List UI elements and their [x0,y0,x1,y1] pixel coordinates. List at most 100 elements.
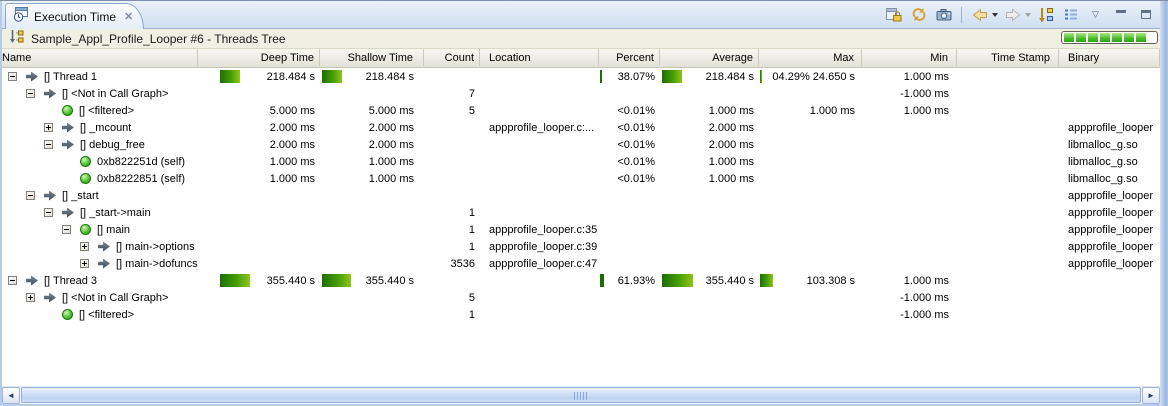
tab-execution-time[interactable]: Execution Time ✕ [5,3,145,29]
call-arrow-icon [62,122,74,133]
percent-cell [599,85,660,102]
table-row[interactable]: [] <Not in Call Graph> 5 -1.000 ms [2,289,1160,306]
view-menu-button[interactable]: ▽ [1085,5,1106,25]
table-row[interactable]: [] debug_free 2.000 ms 2.000 ms <0.01% 2.000… [2,136,1160,153]
percent-cell [599,238,660,255]
table-row[interactable]: [] <filtered> 5.000 ms 5.000 ms 5 <0.01% 1.00… [2,102,1160,119]
close-icon[interactable]: ✕ [124,11,134,23]
column-header-label: Shallow Time [347,51,413,64]
maximize-button[interactable] [1135,5,1156,25]
column-header-shallow[interactable]: Shallow Time [320,49,424,66]
timestamp-cell [957,238,1059,255]
scroll-left-button[interactable]: ◄ [2,387,20,404]
column-header-max[interactable]: Max [759,49,862,66]
count-value: 3536 [450,257,475,270]
binary-cell: appprofile_looper [1059,221,1160,238]
expand-toggle-icon[interactable] [80,259,89,268]
max-cell [759,306,862,323]
call-arrow-icon [26,275,38,286]
refresh-button[interactable] [908,5,929,25]
back-history-menu-icon[interactable] [992,12,998,17]
max-cell: 1.000 ms [759,102,862,119]
scrollbar-thumb[interactable] [21,387,1141,403]
back-button[interactable] [969,5,990,25]
max-cell [759,255,862,272]
count-cell: 1 [424,306,480,323]
table-row[interactable]: 0xb8222851 (self) 1.000 ms 1.000 ms <0.01% 1… [2,170,1160,187]
column-header-timestamp[interactable]: Time Stamp [957,49,1059,66]
deep-cell [198,204,320,221]
table-row[interactable]: 0xb822251d (self) 1.000 ms 1.000 ms <0.01% 1… [2,153,1160,170]
timestamp-cell [957,289,1059,306]
value-bar [662,70,682,83]
table-row[interactable]: [] Thread 1 218.484 s 218.484 s 38.07% 218.4… [2,68,1160,85]
max-cell: 103.308 s [759,272,862,289]
table-row[interactable]: [] main 1 appprofile_looper.c:35 appprofile… [2,221,1160,238]
call-arrow-icon [98,258,110,269]
binary-cell [1059,102,1160,119]
column-header-binary[interactable]: Binary [1059,49,1160,66]
column-header-count[interactable]: Count [424,49,480,66]
max-cell [759,170,862,187]
shallow-value: 2.000 ms [368,138,414,151]
forward-history-menu-icon[interactable] [1025,12,1031,17]
shallow-cell: 1.000 ms [320,170,424,187]
progress-segment [1136,33,1146,42]
count-cell: 3536 [424,255,480,272]
expand-toggle-icon[interactable] [44,123,53,132]
column-header-average[interactable]: Average [660,49,759,66]
percent-cell: 38.07% [599,68,660,85]
collapse-toggle-icon[interactable] [62,225,71,234]
percent-cell: <0.01% [599,136,660,153]
location-cell [480,289,599,306]
horizontal-scrollbar[interactable]: ◄ ► [2,386,1160,404]
collapse-toggle-icon[interactable] [26,89,35,98]
collapse-toggle-icon[interactable] [44,208,53,217]
table-row[interactable]: [] <filtered> 1 -1.000 ms [2,306,1160,323]
min-cell: 1.000 ms [862,102,957,119]
deep-value: 355.440 s [266,274,315,287]
toolbar-separator [961,6,962,23]
progress-segment [1124,33,1134,42]
location-value: appprofile_looper.c:39 [489,240,598,253]
table-row[interactable]: [] main->options 1 appprofile_looper.c:39 a… [2,238,1160,255]
collapse-toggle-icon[interactable] [26,191,35,200]
shallow-cell [320,289,424,306]
percent-value: <0.01% [617,138,655,151]
minimize-button[interactable] [1110,5,1131,25]
expand-toggle-icon[interactable] [26,293,35,302]
collapse-toggle-icon[interactable] [8,72,17,81]
table-row[interactable]: [] _start->main 1 appprofile_looper [2,204,1160,221]
lock-view-button[interactable] [883,5,904,25]
table-row[interactable]: [] _mcount 2.000 ms 2.000 ms appprofile_loo… [2,119,1160,136]
binary-cell [1059,85,1160,102]
column-header-percent[interactable]: Percent [599,49,660,66]
progress-segment [1076,33,1086,42]
column-header-deep[interactable]: Deep Time [198,49,320,66]
binary-value: appprofile_looper [1068,121,1154,134]
location-value: appprofile_looper.c:47 [489,257,598,270]
collapse-toggle-icon[interactable] [8,276,17,285]
shallow-cell [320,204,424,221]
row-label: 0xb822251d (self) [97,155,186,168]
table-row[interactable]: [] main->dofuncs 3536 appprofile_looper.c:… [2,255,1160,272]
list-view-button[interactable] [1060,5,1081,25]
scroll-right-button[interactable]: ► [1142,387,1160,404]
sort-tree-button[interactable] [1035,5,1056,25]
forward-button[interactable] [1002,5,1023,25]
snapshot-button[interactable] [933,5,954,25]
deep-cell: 5.000 ms [198,102,320,119]
expand-toggle-icon[interactable] [80,242,89,251]
percent-cell [599,255,660,272]
column-header-min[interactable]: Min [862,49,957,66]
column-header-name[interactable]: Name [2,49,198,66]
collapse-toggle-icon[interactable] [44,140,53,149]
count-cell: 1 [424,204,480,221]
call-arrow-icon [62,207,74,218]
table-row[interactable]: [] Thread 3 355.440 s 355.440 s 61.93% 355.4… [2,272,1160,289]
table-row[interactable]: [] _start appprofile_looper [2,187,1160,204]
table-row[interactable]: [] <Not in Call Graph> 7 -1.000 ms [2,85,1160,102]
row-label: [] main->options [116,240,195,253]
column-header-location[interactable]: Location [480,49,599,66]
percent-cell: <0.01% [599,119,660,136]
